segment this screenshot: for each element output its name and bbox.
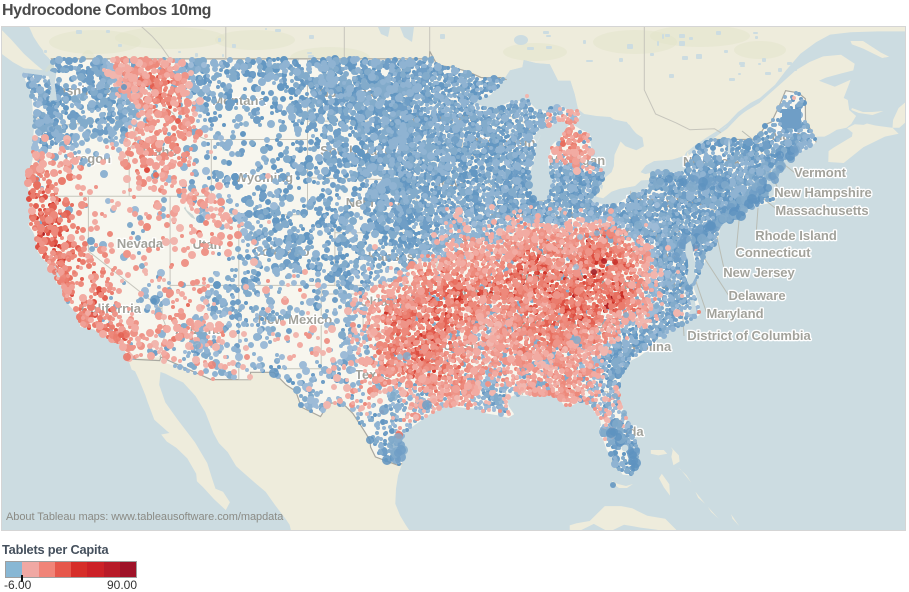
- svg-text:Massachusetts: Massachusetts: [775, 203, 868, 218]
- svg-text:Vermont: Vermont: [794, 165, 847, 180]
- svg-text:Delaware: Delaware: [728, 288, 785, 303]
- svg-text:New Jersey: New Jersey: [723, 265, 795, 280]
- svg-text:Rhode Island: Rhode Island: [755, 228, 837, 243]
- svg-text:Maryland: Maryland: [706, 306, 763, 321]
- svg-text:New Hampshire: New Hampshire: [774, 185, 872, 200]
- svg-text:District of Columbia: District of Columbia: [687, 328, 811, 343]
- svg-text:Connecticut: Connecticut: [735, 245, 811, 260]
- svg-text:Nevada: Nevada: [117, 236, 164, 251]
